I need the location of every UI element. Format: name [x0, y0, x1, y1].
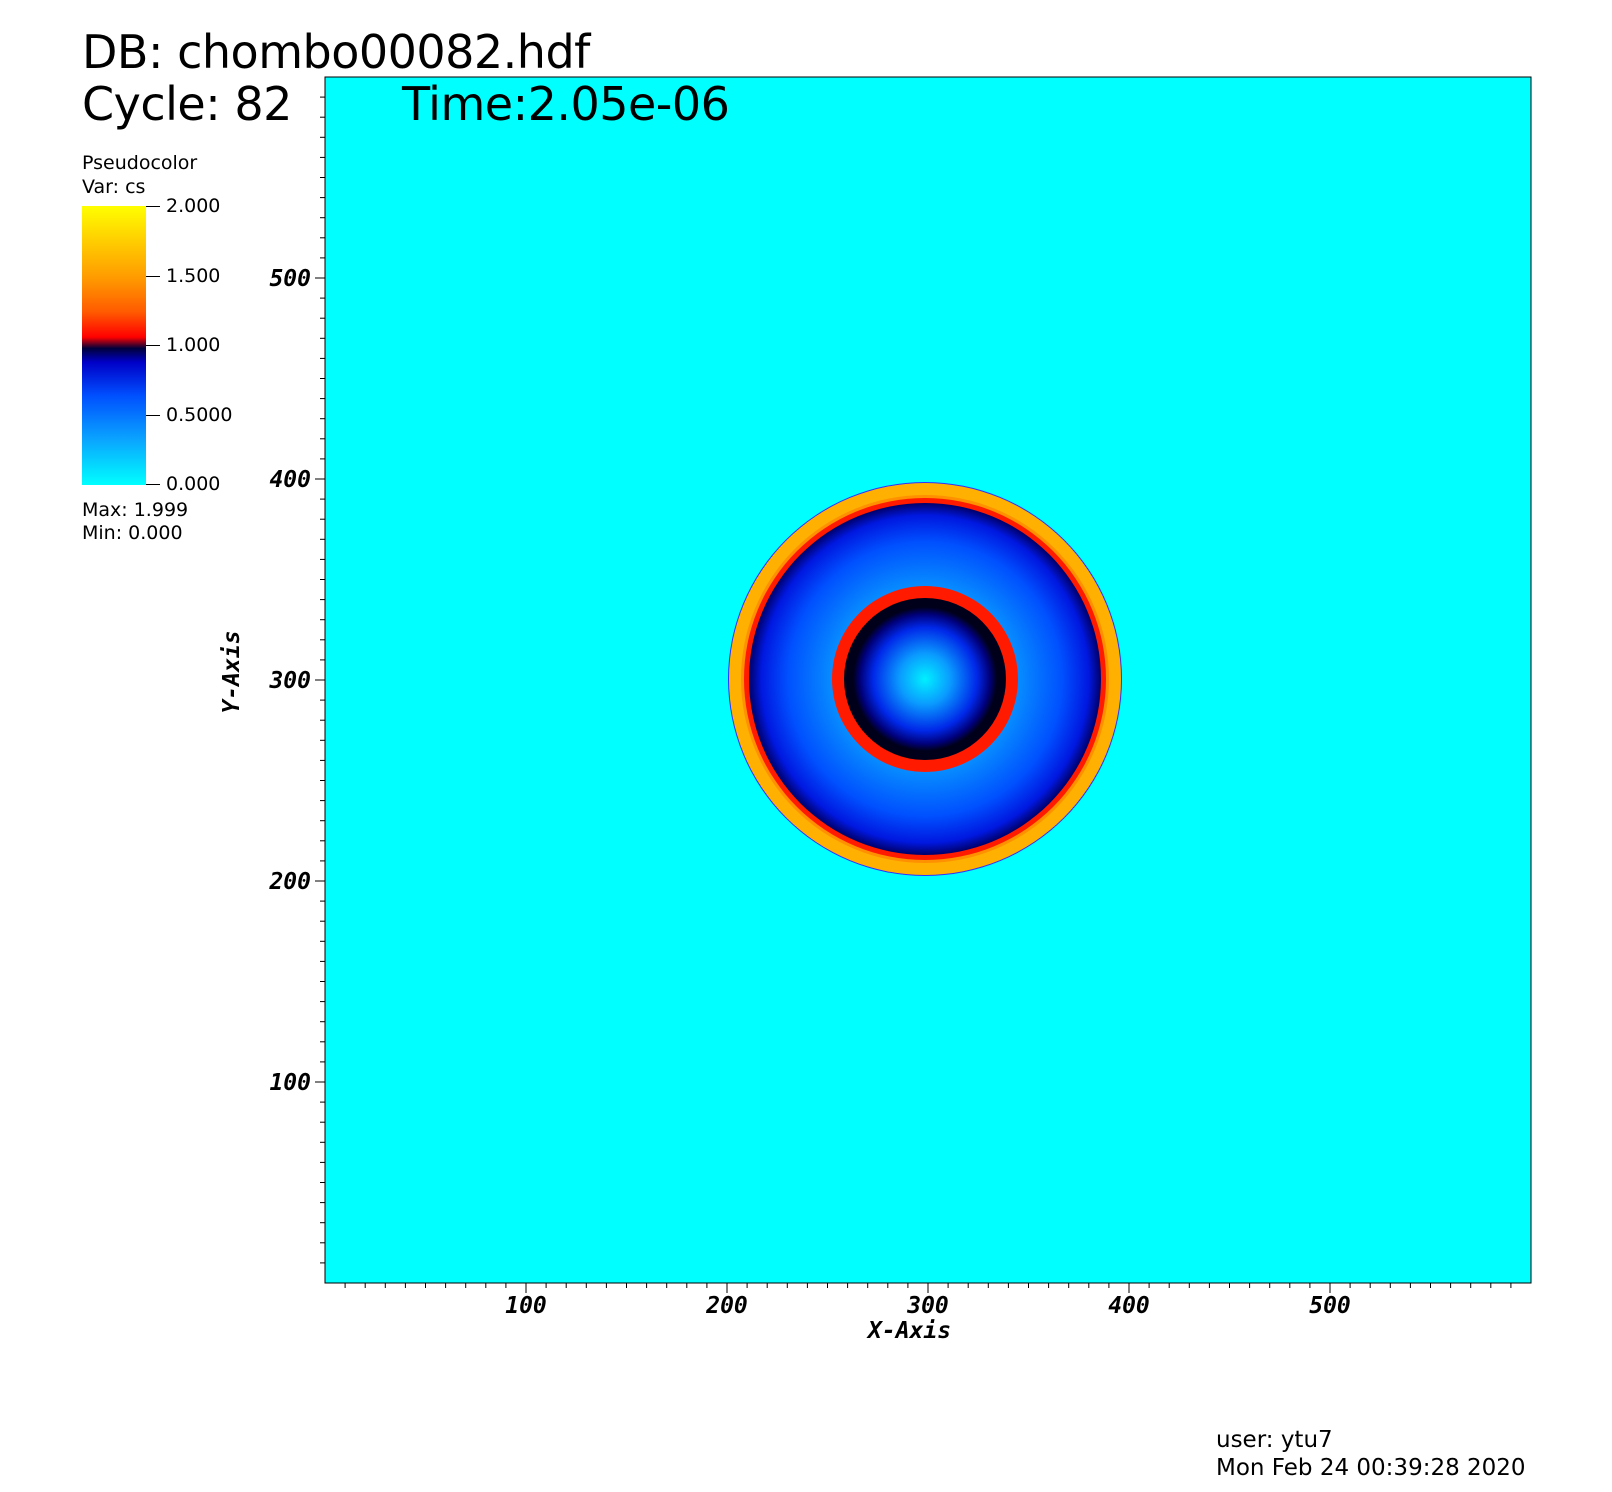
colorbar-tick	[146, 484, 160, 485]
x-tick-label: 100	[505, 1293, 547, 1319]
y-tick-label: 200	[268, 869, 311, 895]
inner-disk	[844, 598, 1006, 760]
y-tick-label: 500	[269, 266, 311, 292]
footer-user: user: ytu7	[1216, 1427, 1333, 1453]
x-tick-label: 500	[1309, 1293, 1351, 1319]
y-tick-label: 400	[269, 467, 311, 493]
colorbar-label: 0.5000	[166, 404, 233, 426]
legend-min-value: Min: 0.000	[82, 522, 183, 544]
y-tick-label: 300	[268, 668, 311, 694]
colorbar-tick	[146, 345, 160, 346]
colorbar-tick	[146, 415, 160, 416]
x-tick-label: 400	[1108, 1293, 1150, 1319]
x-tick-label: 200	[705, 1293, 748, 1319]
legend-variable: Var: cs	[82, 176, 146, 198]
db-filename: DB: chombo00082.hdf	[82, 25, 590, 79]
legend-max-value: Max: 1.999	[82, 499, 189, 521]
colorbar-tick	[146, 276, 160, 277]
colorbar-label: 1.500	[166, 265, 221, 287]
colorbar	[82, 206, 146, 485]
axis-ticks: 100 200 300 400 500 100 200 300 400 500	[268, 96, 1512, 1319]
x-tick-label: 300	[906, 1293, 949, 1319]
legend-title: Pseudocolor	[82, 152, 198, 174]
colorbar-tick	[146, 206, 160, 207]
time-label: Time:2.05e-06	[402, 77, 730, 131]
cycle-label: Cycle: 82	[82, 77, 292, 131]
colorbar-label-min: 0.000	[166, 473, 221, 495]
x-axis-title: X-Axis	[868, 1318, 952, 1344]
colorbar-label-max: 2.000	[166, 195, 221, 217]
y-tick-label: 100	[269, 1070, 311, 1096]
colorbar-label: 1.000	[166, 334, 221, 356]
footer-date: Mon Feb 24 00:39:28 2020	[1216, 1455, 1526, 1481]
